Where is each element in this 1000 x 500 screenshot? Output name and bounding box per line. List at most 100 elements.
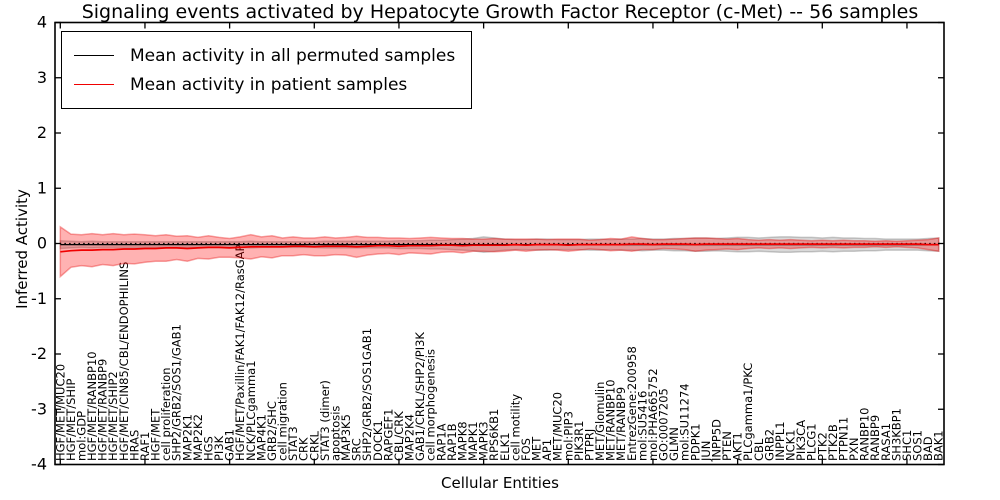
x-tick-label: MET/MUC20 — [551, 392, 565, 461]
x-tick-label: PDPK1 — [688, 423, 702, 461]
x-tick-label: HGS — [201, 436, 215, 461]
x-tick-label: GRB2 — [762, 429, 776, 461]
x-tick-label: mol:PIP3 — [561, 411, 575, 461]
y-tick-label: 4 — [37, 13, 47, 32]
x-tick-label: SH3KBP1 — [889, 408, 903, 461]
x-tick-label: MAPK3 — [477, 421, 491, 461]
x-tick-label: MAPK1 — [466, 421, 480, 461]
x-tick-label: PLCG1 — [805, 423, 819, 461]
x-tick-label: GAB1 — [223, 429, 237, 461]
x-tick-label: apoptosis — [328, 406, 342, 461]
x-tick-label: DOCK1 — [371, 420, 385, 461]
legend-line-patient-samples-icon — [74, 84, 114, 85]
x-axis-title: Cellular Entities — [441, 474, 559, 492]
x-tick-label: HGF/MET — [149, 408, 163, 461]
x-tick-label: HGF/MET/RANBP10 — [85, 351, 99, 461]
x-tick-label: BAK1 — [932, 430, 946, 461]
x-tick-label: HGF/MET/RANBP9 — [96, 359, 110, 461]
y-tick-label: 2 — [37, 123, 47, 142]
legend-label-permuted: Mean activity in all permuted samples — [130, 45, 456, 66]
x-tick-label: PTPN11 — [836, 417, 850, 461]
x-tick-label: MAP4K1 — [254, 414, 268, 461]
x-tick-label: STAT3 — [286, 426, 300, 461]
y-tick-label: 1 — [37, 178, 47, 197]
x-tick-label: PLCgamma1/PKC — [741, 363, 755, 461]
x-tick-label: STAT3 (dimer) — [318, 380, 332, 461]
x-tick-label: MET/RANBP10 — [604, 379, 618, 461]
x-tick-label: cell proliferation — [159, 367, 173, 461]
x-tick-label: HRAS — [127, 430, 141, 461]
x-tick-label: RAP1B — [445, 423, 459, 461]
x-tick-label: MAPK8 — [455, 421, 469, 461]
x-tick-label: GRB2/SHC — [265, 401, 279, 461]
x-tick-label: GAB1/CRKL/SHP2/PI3K — [413, 332, 427, 461]
x-tick-label: FOS — [519, 438, 533, 461]
x-tick-label: PIK3R1 — [572, 421, 586, 462]
x-tick-label: CRKL — [307, 430, 321, 461]
x-tick-label: HGF/MET/SHIP2 — [106, 371, 120, 461]
x-tick-label: PI3K — [212, 435, 226, 461]
x-tick-label: MET/RANBP9 — [614, 387, 628, 461]
y-tick-label: -4 — [31, 455, 47, 474]
x-tick-label: GLMN — [667, 427, 681, 461]
x-tick-label: CBL/CRK — [392, 411, 406, 461]
patient-mean-line — [60, 243, 939, 253]
x-tick-label: RAPGEF1 — [381, 409, 395, 461]
y-tick-label: 3 — [37, 68, 47, 87]
x-tick-label: PIK3CA — [794, 420, 808, 461]
x-tick-label: SHC1 — [900, 430, 914, 461]
x-tick-label: CRK — [297, 437, 311, 461]
x-tick-label: AKT1 — [731, 432, 745, 461]
x-tick-label: cell morphogenesis — [424, 349, 438, 461]
legend-item-permuted: Mean activity in all permuted samples — [74, 41, 455, 70]
x-tick-label: PTK2B — [826, 424, 840, 461]
x-tick-label: ELK1 — [498, 432, 512, 461]
x-tick-label: MET — [530, 436, 544, 461]
x-tick-label: PTK2 — [815, 432, 829, 461]
x-tick-label: mol:SU11274 — [678, 383, 692, 461]
x-tick-label: cell migration — [276, 382, 290, 461]
x-tick-label: RANBP9 — [868, 415, 882, 461]
x-tick-label: NCK1 — [784, 430, 798, 462]
x-tick-label: MET/Glomulin — [593, 382, 607, 461]
y-tick-label: -3 — [31, 399, 47, 418]
legend-label-patient: Mean activity in patient samples — [130, 74, 408, 95]
x-tick-label: SHP2/GRB2/SOS1GAB1 — [360, 328, 374, 461]
x-tick-label: RANBP10 — [858, 408, 872, 461]
x-tick-label: cell motility — [508, 394, 522, 461]
chart-title: Signaling events activated by Hepatocyte… — [81, 1, 919, 23]
x-tick-label: AP1 — [540, 439, 554, 461]
x-tick-label: RAF1 — [138, 432, 152, 461]
x-tick-label: INPP5D — [709, 419, 723, 461]
x-tick-label: MAP2K1 — [180, 414, 194, 461]
patient-band — [59, 225, 940, 279]
x-tick-label: MAP2K2 — [191, 414, 205, 461]
x-tick-label: RPS6KB1 — [487, 409, 501, 461]
x-tick-label: RAP1A — [434, 423, 448, 461]
x-tick-label: GO:0007205 — [657, 388, 671, 461]
x-tick-label: BAD — [921, 436, 935, 461]
x-tick-label: EntrezGene:200958 — [625, 346, 639, 461]
x-tick-label: SOS1 — [911, 430, 925, 461]
x-tick-label: mol:SU5416 — [635, 391, 649, 461]
x-tick-label: MAP2K4 — [403, 414, 417, 461]
x-tick-label: RASA1 — [879, 423, 893, 461]
x-tick-label: mol:PHA665752 — [646, 368, 660, 461]
x-tick-label: mol:GDP — [74, 411, 88, 461]
x-tick-label: JUN — [699, 441, 713, 462]
x-tick-label: HGF/MET/CIN85/CBL/ENDOPHILINS — [117, 262, 131, 461]
x-tick-label: SRC — [350, 438, 364, 461]
y-tick-label: -1 — [31, 289, 47, 308]
x-tick-label: SHP2/GRB2/SOS1/GAB1 — [170, 324, 184, 461]
x-tick-label: CBL — [752, 438, 766, 461]
y-tick-label: -2 — [31, 344, 47, 363]
x-tick-label: MAP3K5 — [339, 414, 353, 461]
x-tick-label: NCK/PLCgamma1 — [244, 360, 258, 461]
x-tick-label: PXN — [847, 438, 861, 461]
legend: Mean activity in all permuted samples Me… — [61, 31, 473, 109]
y-tick-label: 0 — [37, 234, 47, 253]
legend-item-patient: Mean activity in patient samples — [74, 70, 455, 99]
x-tick-label: INPPL1 — [773, 421, 787, 461]
